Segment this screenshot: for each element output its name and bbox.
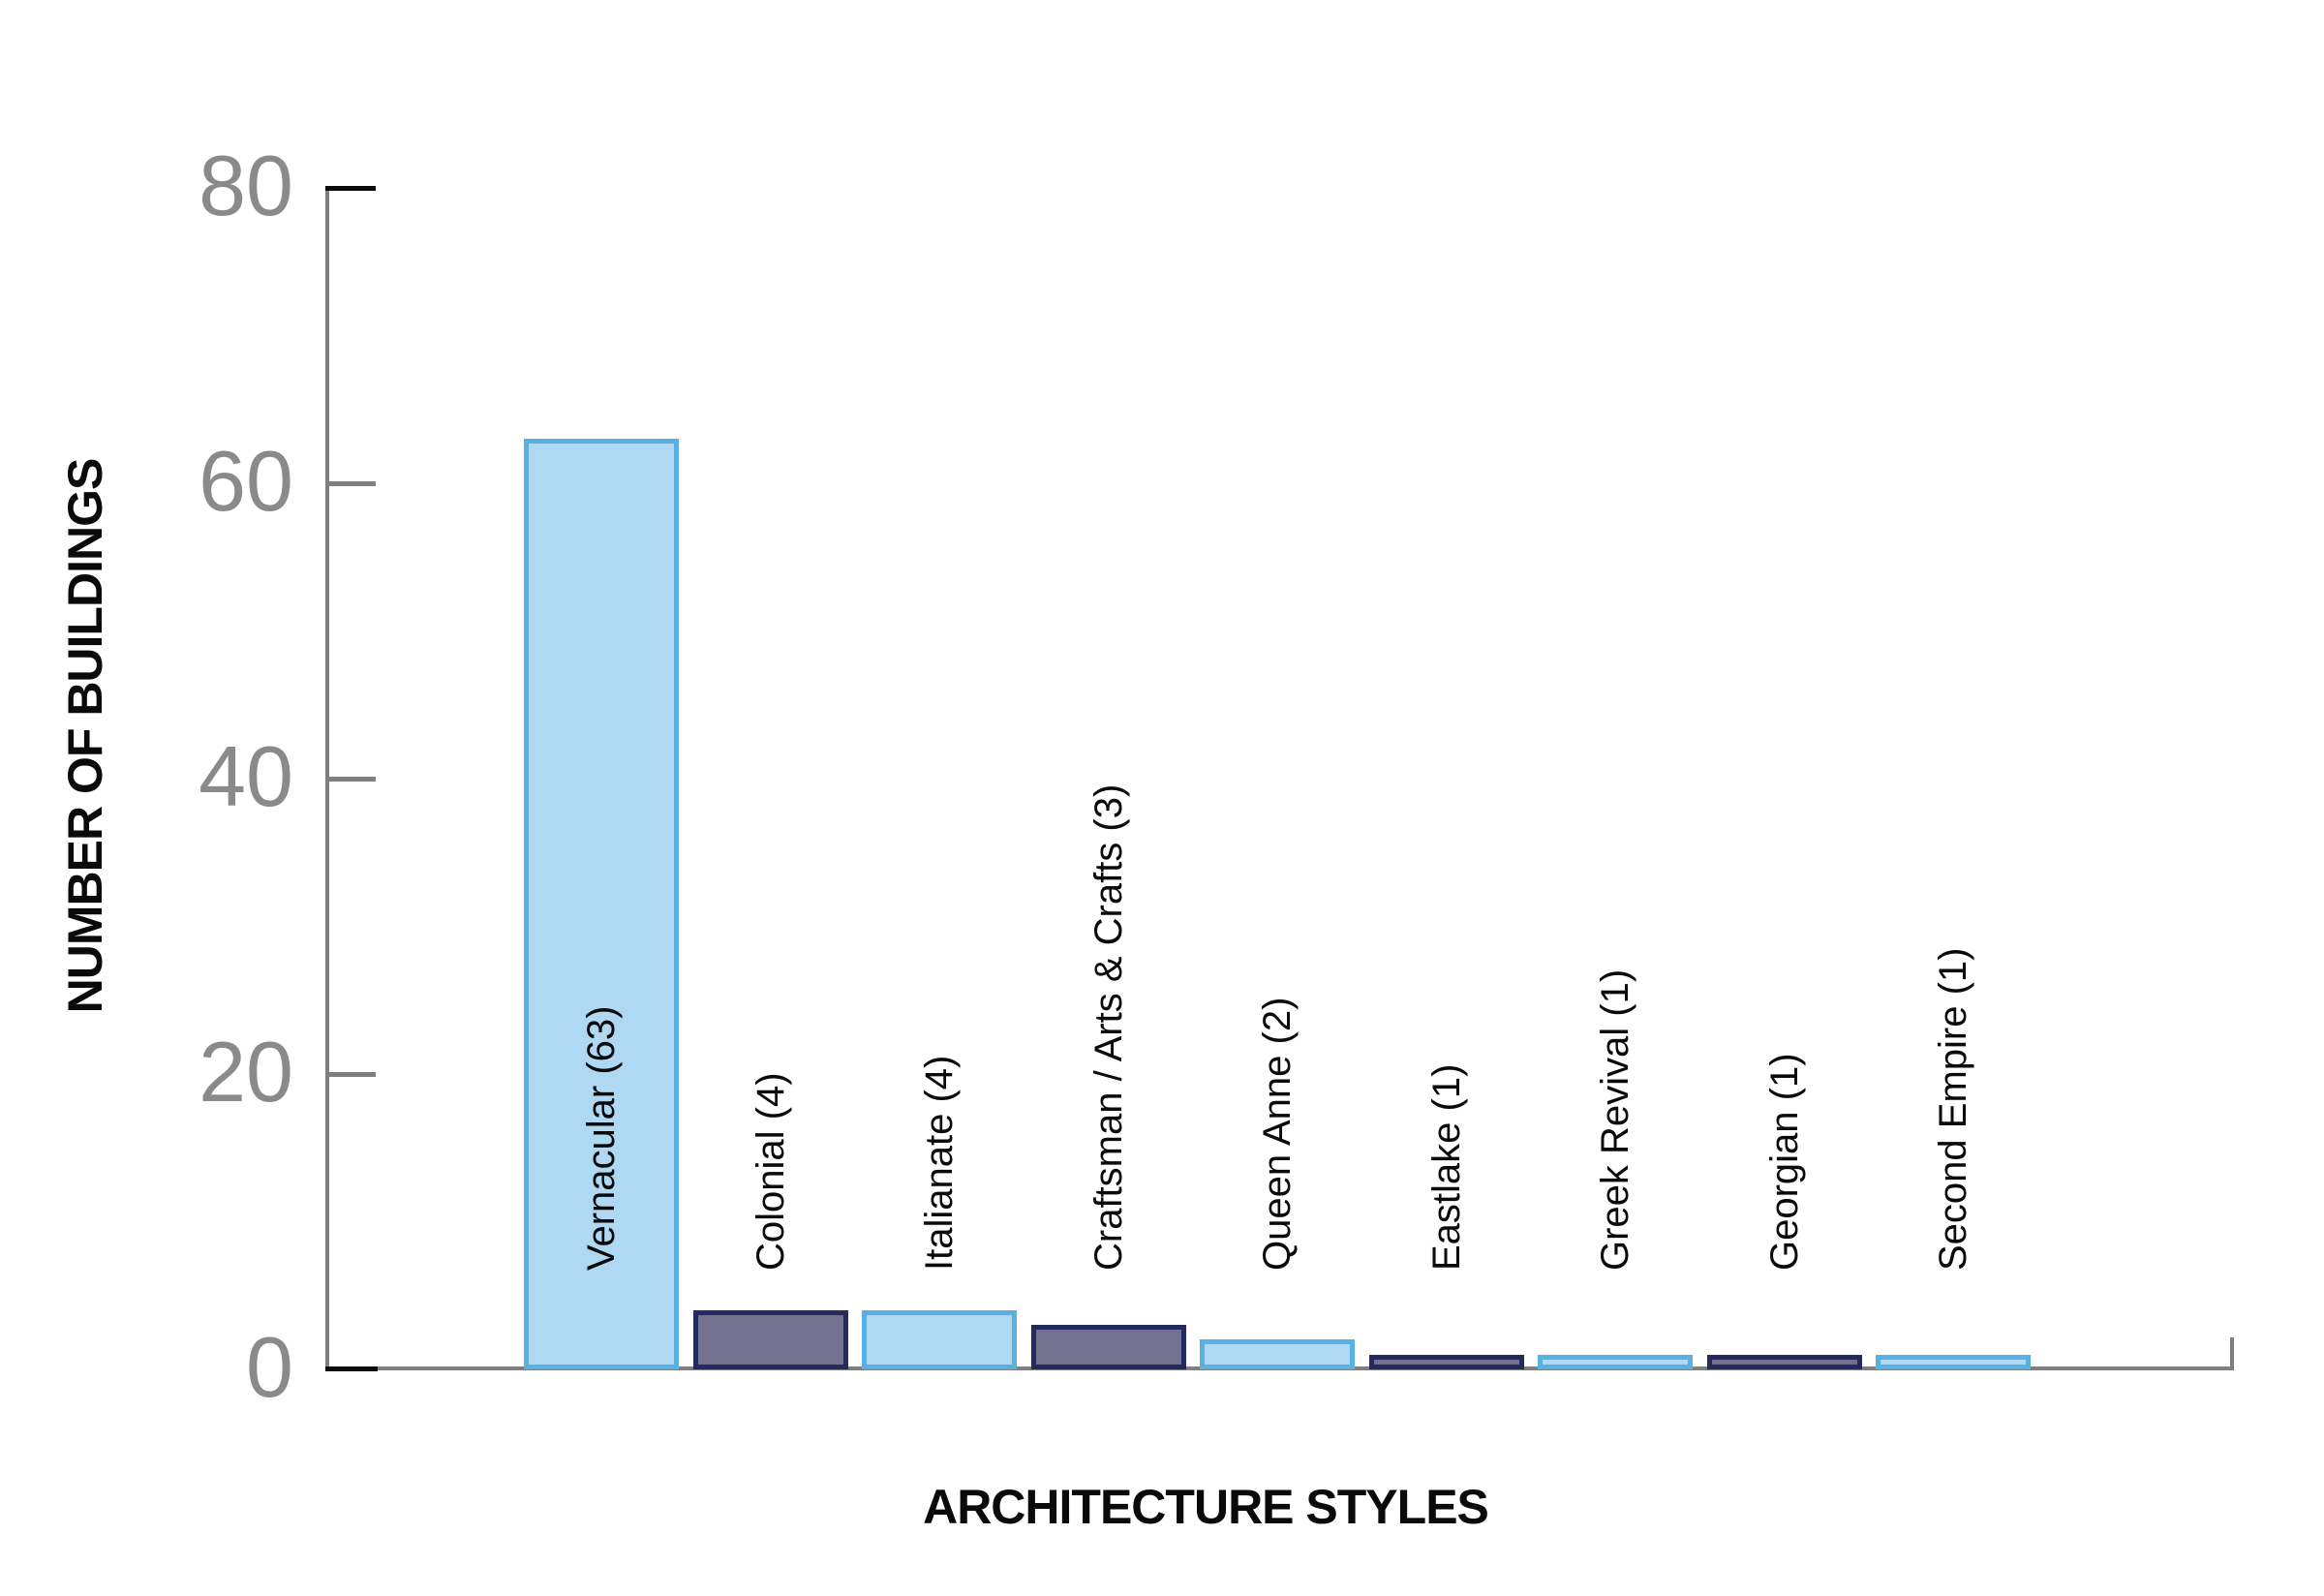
y-tick-label-80: 80 bbox=[199, 138, 293, 234]
bar-label-colonial: Colonial (4) bbox=[749, 1072, 792, 1271]
bar-label-queen-anne: Queen Anne (2) bbox=[1256, 997, 1299, 1271]
y-tick-20 bbox=[325, 1072, 376, 1077]
bar-label-greek-revival: Greek Revival (1) bbox=[1594, 968, 1636, 1271]
y-tick-label-40: 40 bbox=[199, 728, 293, 825]
origin-tick bbox=[325, 1366, 378, 1371]
bar-label-vernacular: Vernacular (63) bbox=[580, 1005, 623, 1271]
bar-eastlake bbox=[1369, 1355, 1524, 1369]
y-tick-80 bbox=[325, 186, 376, 191]
y-tick-label-0: 0 bbox=[246, 1319, 293, 1416]
bar-label-italianate: Italianate (4) bbox=[918, 1055, 961, 1271]
bar-label-second-empire: Second Empire (1) bbox=[1932, 947, 1974, 1271]
bar-second-empire bbox=[1876, 1355, 2031, 1369]
y-tick-label-60: 60 bbox=[199, 433, 293, 530]
bar-craftsman-arts-crafts bbox=[1031, 1325, 1186, 1369]
x-axis-end-tick bbox=[2230, 1337, 2234, 1370]
bar-colonial bbox=[693, 1310, 848, 1369]
y-tick-40 bbox=[325, 777, 376, 782]
y-tick-60 bbox=[325, 481, 376, 486]
bar-italianate bbox=[862, 1310, 1017, 1369]
bar-georgian bbox=[1707, 1355, 1862, 1369]
x-axis-title: ARCHITECTURE STYLES bbox=[923, 1480, 1489, 1534]
bar-label-craftsman-arts-crafts: Craftsman / Arts & Crafts (3) bbox=[1087, 783, 1130, 1271]
bar-vernacular bbox=[524, 439, 679, 1369]
bar-label-georgian: Georgian (1) bbox=[1763, 1053, 1806, 1271]
bar-queen-anne bbox=[1200, 1339, 1355, 1369]
bar-label-eastlake: Eastlake (1) bbox=[1425, 1063, 1468, 1271]
bar-greek-revival bbox=[1538, 1355, 1693, 1369]
y-tick-label-20: 20 bbox=[199, 1024, 293, 1120]
